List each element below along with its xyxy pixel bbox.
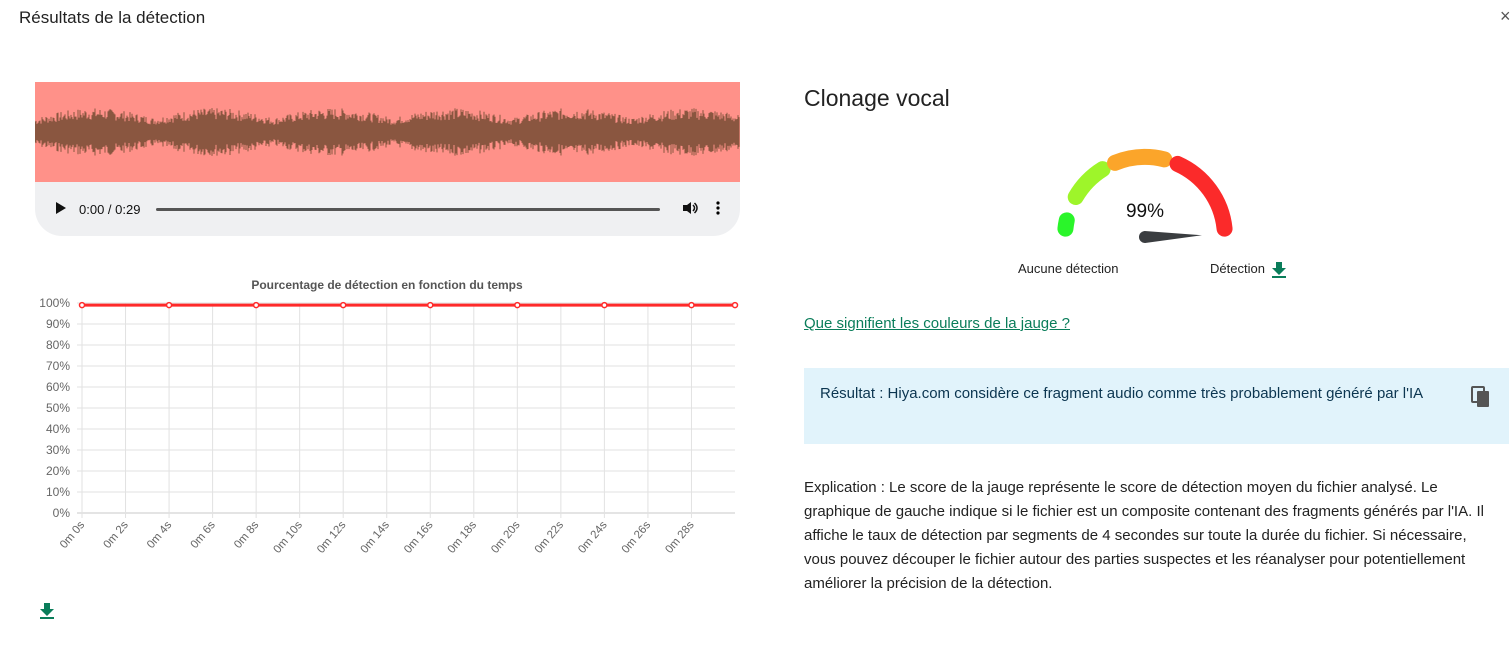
data-point [252, 301, 260, 309]
waveform-path [35, 108, 740, 156]
gauge-needle [1139, 231, 1202, 243]
time-display: 0:00 / 0:29 [79, 201, 141, 217]
gauge-segment [1169, 155, 1233, 237]
y-tick-label: 100% [39, 296, 70, 310]
x-tick-label: 0m 18s [446, 519, 480, 556]
waveform[interactable] [35, 82, 740, 182]
data-point [339, 301, 347, 309]
detection-chart: Pourcentage de détection en fonction du … [39, 278, 739, 556]
data-point [731, 301, 739, 309]
x-tick-label: 0m 16s [402, 519, 436, 556]
y-tick-label: 50% [46, 401, 70, 415]
x-tick-label: 0m 14s [359, 519, 393, 556]
gauge-left-label: Aucune détection [1018, 261, 1119, 276]
x-tick-label: 0m 12s [315, 519, 349, 556]
gauge-value: 99% [1126, 201, 1164, 222]
y-tick-label: 60% [46, 380, 70, 394]
data-point [688, 301, 695, 309]
gauge-segment [1107, 149, 1173, 171]
x-tick-label: 0m 24s [576, 519, 610, 556]
x-tick-label: 0m 6s [189, 519, 218, 551]
y-tick-label: 20% [46, 464, 70, 478]
y-tick-label: 40% [46, 422, 70, 436]
more-vert-icon[interactable] [716, 200, 720, 218]
section-title: Clonage vocal [804, 85, 950, 111]
close-icon[interactable]: × [1500, 6, 1510, 26]
volume-icon[interactable] [682, 201, 698, 218]
x-tick-label: 0m 2s [102, 519, 131, 551]
data-point [601, 301, 608, 309]
x-tick-label: 0m 22s [533, 519, 567, 556]
explanation-text: Explication : Le score de la jauge repré… [804, 479, 1484, 592]
y-tick-label: 90% [46, 317, 70, 331]
x-tick-label: 0m 10s [272, 519, 306, 556]
x-tick-label: 0m 4s [145, 519, 174, 551]
gauge-segment [1057, 212, 1075, 237]
x-tick-label: 0m 20s [489, 519, 523, 556]
x-tick-label: 0m 8s [232, 519, 261, 551]
audio-player: 0:00 / 0:29 [35, 182, 740, 236]
y-tick-label: 0% [53, 506, 71, 520]
x-tick-label: 0m 0s [58, 519, 87, 551]
y-tick-label: 80% [46, 338, 70, 352]
y-tick-label: 70% [46, 359, 70, 373]
play-icon[interactable] [55, 201, 67, 218]
x-tick-label: 0m 26s [620, 519, 654, 556]
data-point [427, 301, 434, 309]
gauge-segment [1067, 161, 1111, 205]
result-text: Résultat : Hiya.com considère ce fragmen… [820, 385, 1424, 402]
result-alert: Résultat : Hiya.com considère ce fragmen… [804, 368, 1509, 444]
data-point [165, 301, 173, 309]
data-point [514, 301, 521, 309]
copy-icon[interactable] [1471, 386, 1491, 416]
gauge-right-label: Détection [1210, 261, 1265, 276]
y-tick-label: 30% [46, 443, 70, 457]
download-icon[interactable] [1271, 261, 1287, 281]
detection-gauge: 99% [1057, 149, 1233, 243]
y-tick-label: 10% [46, 485, 70, 499]
gauge-colors-link[interactable]: Que signifient les couleurs de la jauge … [804, 315, 1071, 332]
seek-bar[interactable] [156, 207, 660, 211]
dialog-title: Résultats de la détection [19, 8, 206, 27]
chart-title: Pourcentage de détection en fonction du … [251, 278, 523, 292]
x-tick-label: 0m 28s [663, 519, 697, 556]
download-chart-icon[interactable] [39, 602, 55, 625]
data-point [78, 301, 86, 309]
